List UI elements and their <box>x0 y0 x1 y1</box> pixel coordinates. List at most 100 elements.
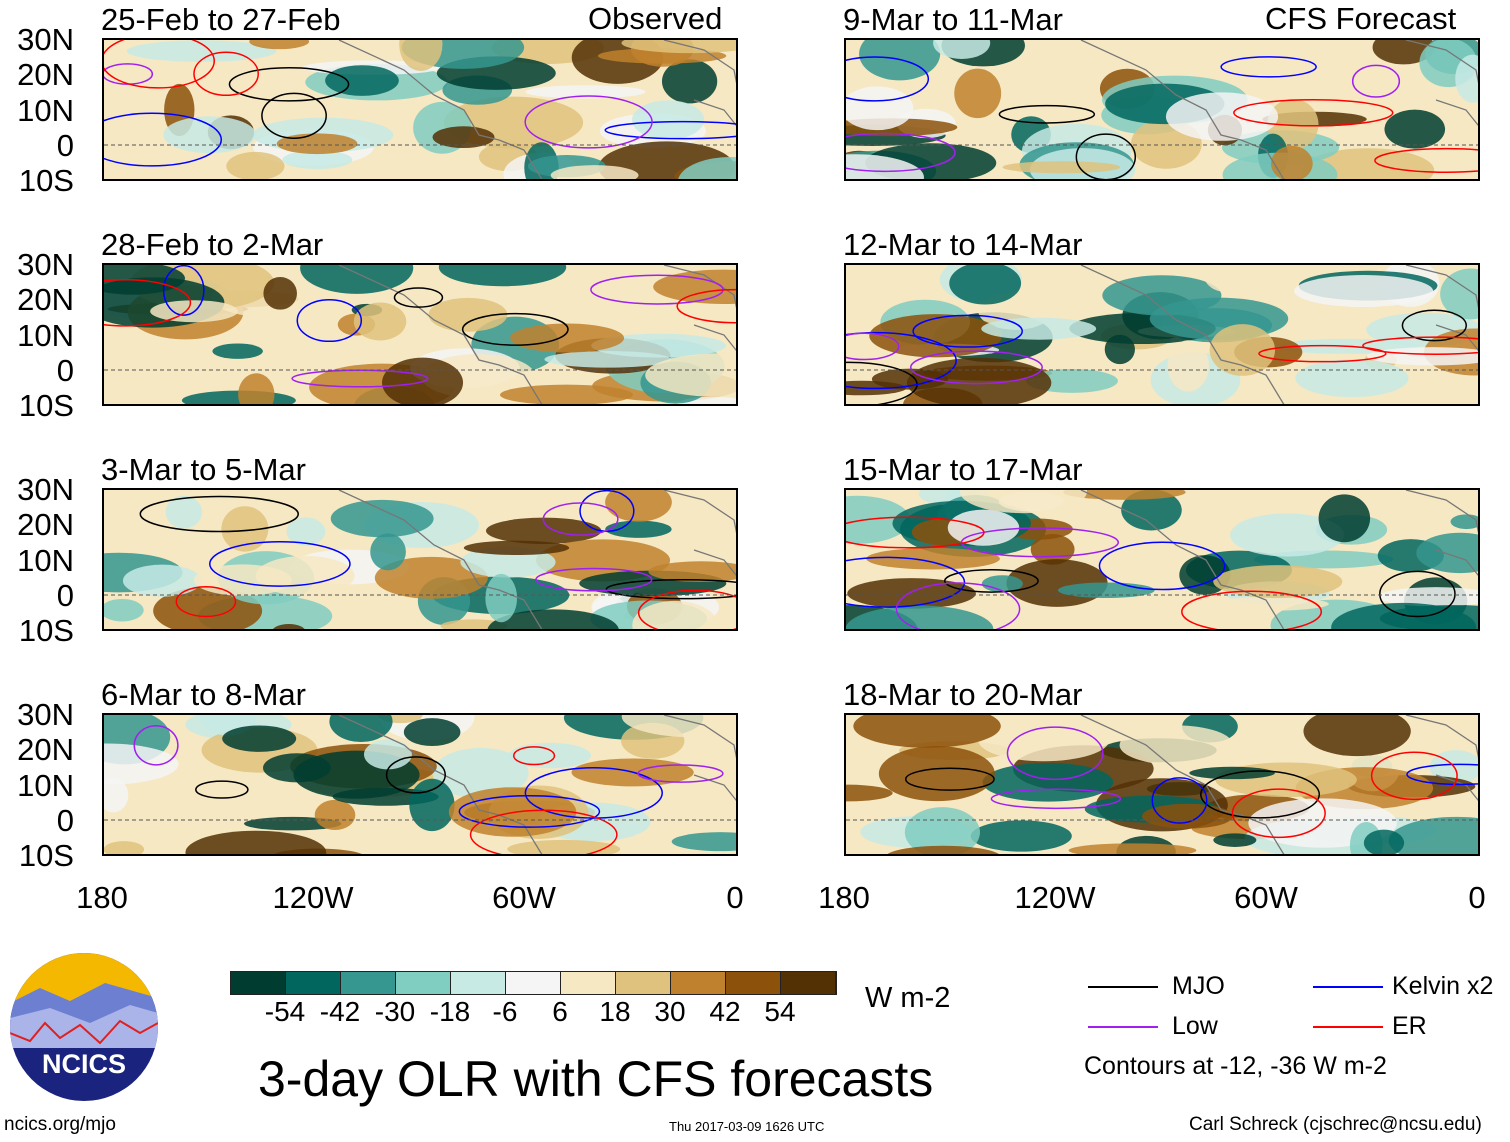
olr-anomaly-blob <box>485 573 518 623</box>
lat-label: 30N <box>17 697 74 732</box>
wave-contour <box>1200 770 1321 819</box>
wave-contour <box>1370 751 1458 801</box>
olr-anomaly-blob <box>104 743 179 785</box>
olr-anomaly-blob <box>282 150 353 170</box>
legend-kelvin: Kelvin x2 <box>1392 972 1494 1000</box>
olr-anomaly-blob <box>403 718 461 747</box>
olr-anomaly-blob <box>959 490 1087 514</box>
olr-map-panel <box>844 38 1480 181</box>
coastline <box>1080 40 1478 179</box>
panel-title: 12-Mar to 14-Mar <box>843 227 1083 262</box>
wave-contour <box>512 746 556 766</box>
olr-anomaly-blob <box>382 357 464 404</box>
olr-anomaly-blob <box>370 533 406 571</box>
olr-anomaly-blob <box>1366 347 1478 366</box>
wave-contour <box>1006 726 1104 781</box>
olr-anomaly-blob <box>887 845 999 854</box>
olr-anomaly-blob <box>1379 605 1478 629</box>
olr-anomaly-blob <box>238 373 275 404</box>
colorbar-swatch <box>726 972 781 994</box>
olr-anomaly-blob <box>846 86 914 131</box>
olr-anomaly-blob <box>463 540 570 556</box>
coastline <box>1080 265 1478 404</box>
olr-anomaly-blob <box>409 778 455 832</box>
olr-anomaly-blob <box>525 85 646 99</box>
olr-anomaly-blob <box>1294 275 1434 308</box>
olr-anomaly-blob <box>544 351 671 368</box>
olr-anomaly-blob <box>1213 833 1257 847</box>
olr-anomaly-blob <box>954 68 1002 119</box>
wave-contour <box>1075 133 1137 179</box>
colorbar-swatch <box>616 972 671 994</box>
cfs-forecast-label: CFS Forecast <box>1265 1 1457 36</box>
olr-anomaly-blob <box>1318 494 1371 543</box>
colorbar-label: 42 <box>709 996 741 1027</box>
wave-contour <box>1098 541 1226 591</box>
olr-anomaly-blob <box>1213 565 1343 599</box>
lat-label: 20N <box>17 732 74 768</box>
olr-anomaly-blob <box>933 40 991 60</box>
colorbar-label: -18 <box>429 996 471 1027</box>
wave-contour <box>393 287 444 308</box>
wave-contour <box>846 516 985 549</box>
colorbar-swatch <box>671 972 726 994</box>
wave-contour <box>228 66 350 102</box>
olr-anomaly-blob <box>595 267 634 312</box>
lon-label: 120W <box>272 880 354 915</box>
panel-title: 25-Feb to 27-Feb <box>101 2 341 37</box>
olr-anomaly-blob <box>353 302 407 341</box>
olr-anomaly-blob <box>1295 359 1409 398</box>
olr-anomaly-blob <box>1167 340 1209 392</box>
wave-contour <box>943 569 1039 593</box>
wave-contour <box>1379 570 1456 618</box>
colorbar-label: -54 <box>264 996 306 1027</box>
olr-anomaly-blob <box>1121 490 1182 531</box>
olr-anomaly-blob <box>605 490 672 522</box>
wave-contour <box>605 578 736 600</box>
olr-anomaly-blob <box>904 807 980 854</box>
olr-anomaly-blob <box>122 564 202 597</box>
wave-contour <box>1181 590 1323 629</box>
colorbar-label: -30 <box>374 996 416 1027</box>
olr-anomaly-blob <box>1303 715 1411 757</box>
olr-anomaly-blob <box>977 718 1110 762</box>
olr-anomaly-blob <box>487 609 619 629</box>
lat-label: 10S <box>18 163 74 199</box>
wave-contour <box>1362 336 1478 355</box>
panel-title: 3-Mar to 5-Mar <box>101 452 306 487</box>
wave-contour <box>998 104 1096 124</box>
olr-anomaly-blob <box>648 561 736 583</box>
olr-anomaly-blob <box>1002 161 1121 174</box>
lon-label: 120W <box>1014 880 1096 915</box>
observed-label: Observed <box>588 1 723 36</box>
lat-label: 10S <box>18 838 74 874</box>
olr-anomaly-blob <box>853 715 1001 748</box>
ncics-logo: NCICS <box>10 953 158 1101</box>
timestamp: Thu 2017-03-09 1626 UTC <box>669 1119 825 1134</box>
olr-anomaly-blob <box>846 605 994 629</box>
colorbar-label: -6 <box>492 996 518 1027</box>
olr-anomaly-blob <box>866 547 1000 570</box>
olr-anomaly-blob <box>104 265 185 295</box>
panel-title: 9-Mar to 11-Mar <box>843 2 1063 37</box>
olr-anomaly-blob <box>1141 803 1234 829</box>
olr-map-panel <box>102 38 738 181</box>
colorbar-swatch <box>341 972 396 994</box>
wave-contour <box>1220 56 1317 78</box>
wave-contour <box>1374 147 1478 174</box>
olr-anomaly-blob <box>222 725 297 752</box>
olr-anomaly-blob <box>104 598 144 622</box>
olr-anomaly-blob <box>249 40 310 50</box>
lon-label: 180 <box>818 880 870 915</box>
wave-contour <box>385 756 446 794</box>
olr-anomaly-blob <box>1388 816 1478 854</box>
legend-mjo: MJO <box>1172 972 1225 1000</box>
olr-anomaly-blob <box>193 564 292 596</box>
lon-label: 180 <box>76 880 128 915</box>
olr-anomaly-blob <box>104 777 129 813</box>
lat-label: 10S <box>18 613 74 649</box>
wave-contour <box>637 764 724 783</box>
wave-contour <box>542 502 619 536</box>
olr-anomaly-blob <box>212 343 263 359</box>
colorbar-label: 18 <box>599 996 631 1027</box>
